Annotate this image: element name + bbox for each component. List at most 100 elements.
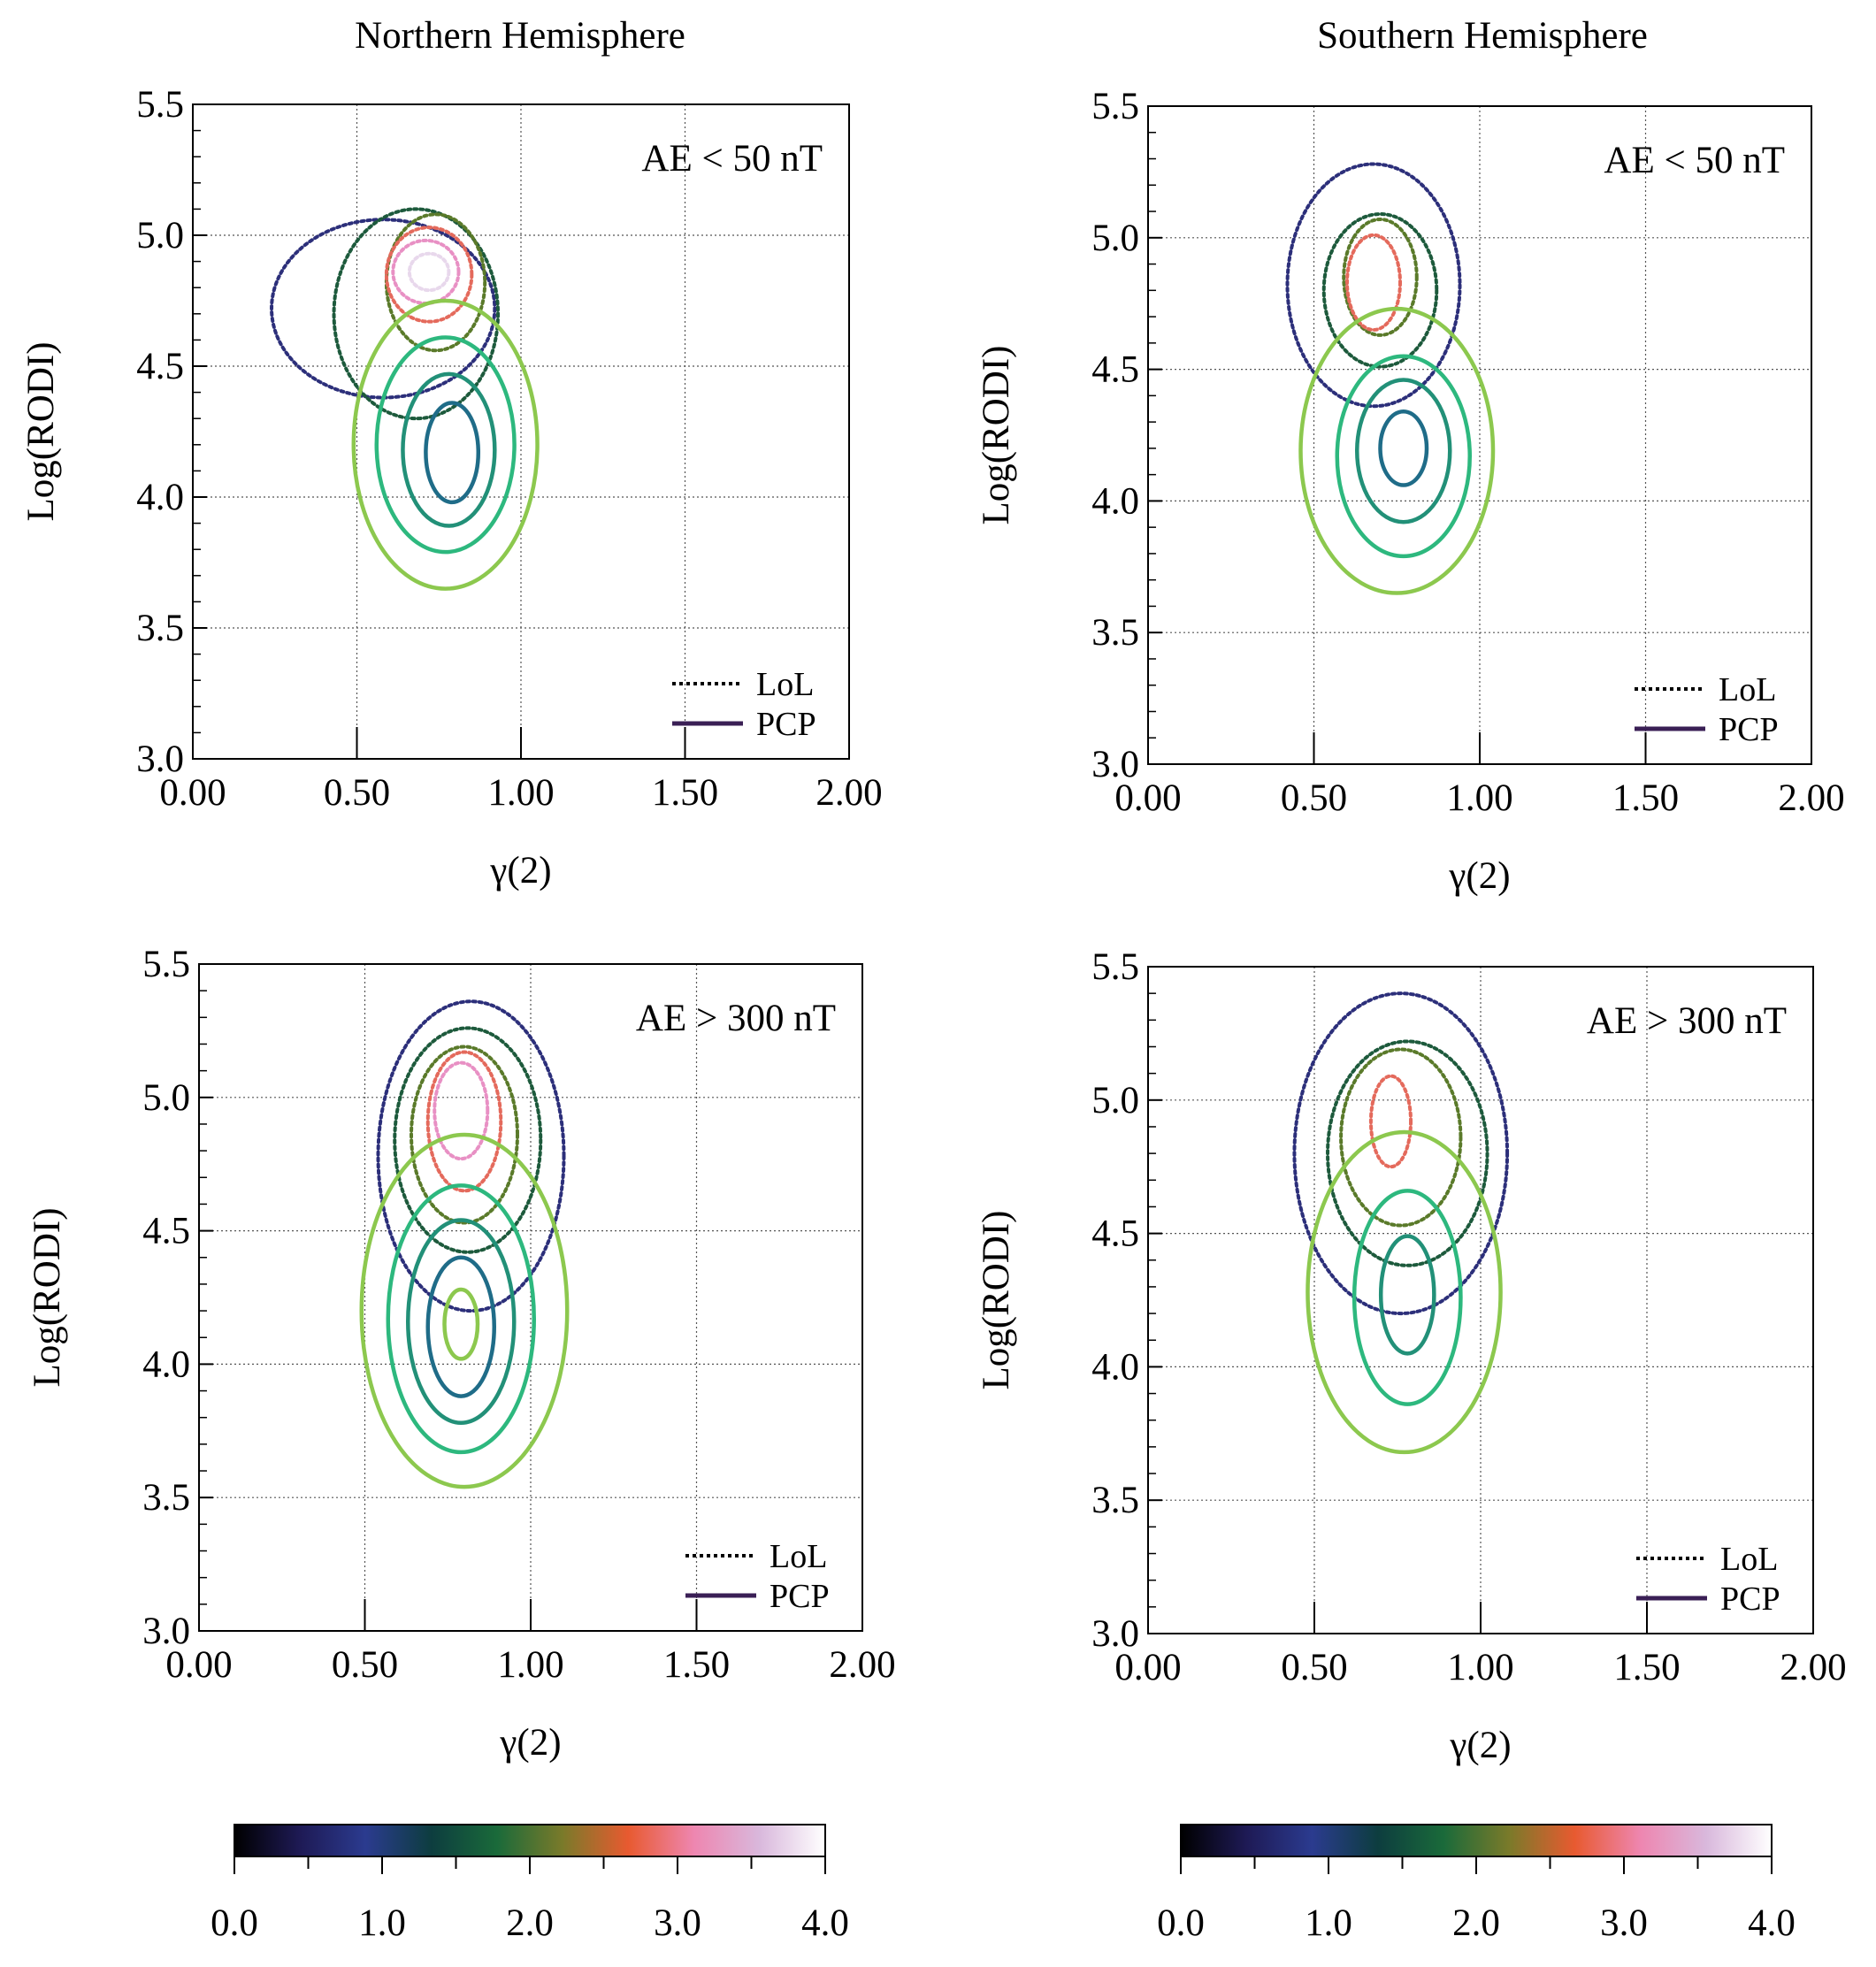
x-tick-label: 1.00 xyxy=(1447,1647,1513,1688)
y-tick-label: 3.0 xyxy=(1091,1613,1139,1655)
chart-panel-1: 3.0 3.5 4.0 4.5 5.0 5.5 0.00 0.50 1.00 1.50 2.00 γ(… xyxy=(20,84,883,892)
pcp-contour-level-2 xyxy=(386,1183,536,1455)
colorbar-tick-label: 4.0 xyxy=(801,1902,849,1944)
y-tick-label: 3.5 xyxy=(1091,612,1139,654)
x-tick-label: 0.50 xyxy=(332,1644,398,1686)
x-tick-label: 0.00 xyxy=(1114,1647,1181,1688)
x-tick-label: 0.50 xyxy=(1281,1647,1347,1688)
y-tick-label: 4.0 xyxy=(1091,1346,1139,1388)
y-tick-label: 4.0 xyxy=(1091,480,1139,522)
pcp-contour-level-3 xyxy=(401,371,497,528)
x-tick-label: 0.50 xyxy=(1281,777,1347,819)
pcp-contour-level-1 xyxy=(351,298,540,591)
lol-contour-level-4 xyxy=(1345,233,1402,332)
x-tick-label: 1.00 xyxy=(487,772,554,814)
x-tick-label: 2.00 xyxy=(815,772,882,814)
colorbar-south: 0.0 1.0 2.0 3.0 4.0 xyxy=(1157,1824,1796,1944)
chart-panel-2: 3.0 3.5 4.0 4.5 5.0 5.5 0.00 0.50 1.00 1.50 2.00 γ(… xyxy=(976,86,1845,897)
contours xyxy=(1292,991,1510,1455)
colorbar-tick-label: 0.0 xyxy=(211,1902,258,1944)
pcp-contour-level-1 xyxy=(1306,1129,1503,1455)
colorbar-tick-label: 3.0 xyxy=(1600,1902,1648,1944)
lol-contour-level-1 xyxy=(1292,991,1510,1316)
y-tick-label: 4.5 xyxy=(1091,349,1139,391)
pcp-contour-level-1 xyxy=(359,1132,570,1489)
y-tick-label: 3.5 xyxy=(1091,1480,1139,1521)
x-axis-label: γ(2) xyxy=(1448,855,1510,897)
y-tick-label: 4.5 xyxy=(1091,1213,1139,1255)
column-title-south: Southern Hemisphere xyxy=(1317,15,1648,57)
legend-lol-label: LoL xyxy=(1719,671,1776,708)
lol-contour-level-2 xyxy=(332,207,501,421)
lol-contour-level-3 xyxy=(1342,217,1419,337)
y-axis-label: Log(RODI) xyxy=(976,1210,1017,1389)
pcp-contour-level-4 xyxy=(425,1255,496,1398)
colorbar-tick-label: 0.0 xyxy=(1157,1902,1205,1944)
colorbar-tick-label: 1.0 xyxy=(358,1902,406,1944)
y-tick-label: 5.5 xyxy=(136,84,184,126)
panels: 3.0 3.5 4.0 4.5 5.0 5.5 0.00 0.50 1.00 1.50 2.00 γ(… xyxy=(20,84,1847,1766)
x-tick-label: 2.00 xyxy=(1780,1647,1846,1688)
colorbar-north-bar xyxy=(234,1824,826,1857)
pcp-contour-level-4 xyxy=(424,401,481,505)
pcp-contour-level-5 xyxy=(442,1287,480,1361)
lol-contour-level-1 xyxy=(1285,162,1462,409)
legend-pcp-label: PCP xyxy=(770,1578,830,1615)
y-tick-label: 3.0 xyxy=(142,1611,190,1652)
legend-pcp-label: PCP xyxy=(1719,711,1779,748)
lol-contour-level-5 xyxy=(433,1060,490,1161)
contours xyxy=(1285,162,1496,595)
lol-contour-level-3 xyxy=(410,1045,519,1225)
lol-contour-level-4 xyxy=(425,1050,503,1193)
y-tick-label: 5.0 xyxy=(1091,1080,1139,1121)
chart-panel-4: 3.0 3.5 4.0 4.5 5.0 5.5 0.00 0.50 1.00 1.50 2.00 γ(… xyxy=(976,946,1847,1766)
y-tick-label: 5.0 xyxy=(1091,218,1139,259)
lol-contour-level-2 xyxy=(1321,212,1439,369)
colorbar-tick-label: 2.0 xyxy=(506,1902,554,1944)
y-tick-label: 5.5 xyxy=(1091,86,1139,127)
x-axis-label: γ(2) xyxy=(1449,1725,1511,1766)
legend-pcp-label: PCP xyxy=(756,706,816,743)
x-tick-label: 0.50 xyxy=(324,772,390,814)
y-tick-label: 3.0 xyxy=(136,739,184,780)
x-tick-label: 2.00 xyxy=(829,1644,895,1686)
x-tick-label: 1.50 xyxy=(1612,777,1679,819)
lol-contour-level-3 xyxy=(1339,1047,1463,1228)
x-tick-label: 0.00 xyxy=(1114,777,1181,819)
contours xyxy=(359,999,570,1489)
x-tick-label: 0.00 xyxy=(165,1644,232,1686)
contours xyxy=(270,207,540,591)
x-tick-label: 1.00 xyxy=(497,1644,563,1686)
pcp-contour-level-2 xyxy=(1351,1189,1463,1406)
pcp-contour-level-3 xyxy=(1355,378,1452,524)
ae-annotation: AE > 300 nT xyxy=(636,998,836,1039)
colorbar-tick-label: 1.0 xyxy=(1305,1902,1352,1944)
y-tick-label: 4.0 xyxy=(142,1343,190,1385)
ae-annotation: AE < 50 nT xyxy=(641,138,823,180)
colorbar-south-ticks: 0.0 1.0 2.0 3.0 4.0 xyxy=(1157,1856,1796,1944)
pcp-contour-level-2 xyxy=(1335,354,1472,559)
x-tick-label: 1.50 xyxy=(1613,1647,1680,1688)
y-tick-label: 4.5 xyxy=(136,346,184,387)
x-tick-label: 1.00 xyxy=(1446,777,1512,819)
lol-contour-level-1 xyxy=(376,999,566,1313)
colorbar-tick-label: 2.0 xyxy=(1452,1902,1500,1944)
column-title-north: Northern Hemisphere xyxy=(355,15,685,57)
lol-contour-level-4 xyxy=(384,226,474,324)
x-tick-label: 0.00 xyxy=(159,772,226,814)
y-tick-label: 5.0 xyxy=(142,1077,190,1119)
colorbar-north: 0.0 1.0 2.0 3.0 4.0 xyxy=(211,1824,849,1944)
legend-lol-label: LoL xyxy=(756,666,814,703)
lol-contour-level-2 xyxy=(393,1026,543,1254)
pcp-contour-level-4 xyxy=(1378,409,1429,487)
colorbar-tick-label: 4.0 xyxy=(1748,1902,1796,1944)
y-axis-label: Log(RODI) xyxy=(976,345,1017,524)
lol-contour-level-6 xyxy=(407,251,451,293)
pcp-contour-level-3 xyxy=(406,1218,517,1426)
legend-pcp-label: PCP xyxy=(1720,1580,1780,1618)
y-axis-label: Log(RODI) xyxy=(27,1207,68,1387)
